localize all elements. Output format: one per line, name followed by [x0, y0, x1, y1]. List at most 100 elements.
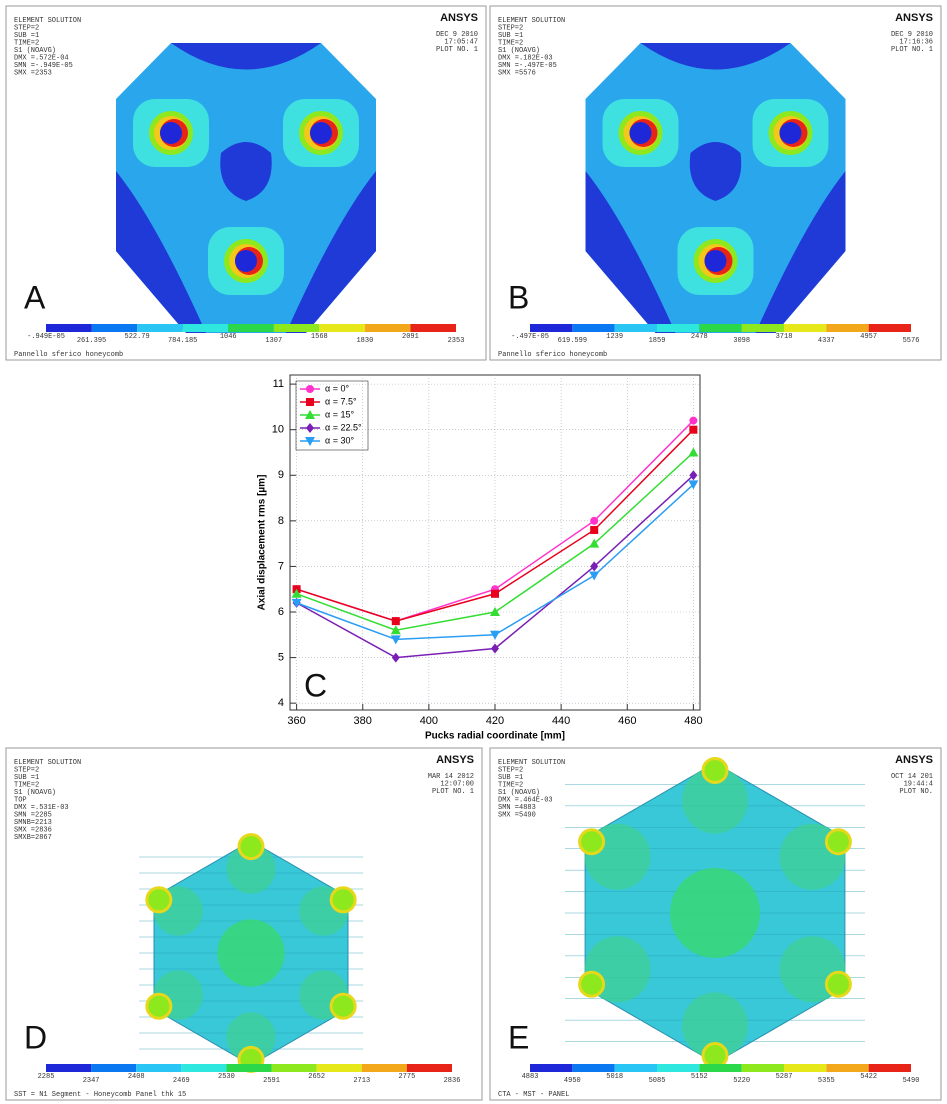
solution-info: SUB =1 [14, 32, 39, 40]
puck [578, 828, 606, 856]
puck-zone [226, 1012, 276, 1062]
colorbar-label: 784.185 [168, 337, 197, 345]
puck-zone [226, 844, 276, 894]
colorbar-label: 5152 [691, 1073, 708, 1081]
colorbar-segment [226, 1064, 272, 1072]
colorbar-segment [868, 1064, 911, 1072]
colorbar-segment [614, 1064, 657, 1072]
solution-info: SMX =5490 [498, 811, 536, 819]
colorbar-label: 4337 [818, 337, 835, 345]
legend-label: α = 22.5° [325, 422, 362, 432]
puck [701, 757, 729, 784]
plot-date: 12:07:00 [440, 780, 474, 788]
colorbar-segment [572, 324, 615, 332]
solution-info: SMN =-.949E-05 [14, 62, 73, 70]
marker [689, 470, 698, 481]
marker [291, 588, 302, 598]
colorbar-label: 5085 [649, 1077, 666, 1085]
solution-info: SUB =1 [14, 774, 39, 782]
solution-info: SMN =2285 [14, 811, 52, 819]
solution-info: S1 (NOAVG) [498, 47, 540, 55]
solution-info: STEP=2 [498, 24, 523, 32]
marker [490, 630, 500, 640]
colorbar-segment [364, 324, 411, 332]
marker [305, 437, 315, 446]
x-tick-label: 400 [420, 715, 438, 727]
marker [306, 398, 314, 406]
colorbar-label: 522.79 [125, 333, 150, 341]
solution-info: ELEMENT SOLUTION [14, 17, 81, 25]
colorbar-label: 5287 [776, 1073, 793, 1081]
x-axis-label: Pucks radial coordinate [mm] [425, 731, 565, 742]
y-tick-label: 7 [278, 560, 284, 572]
colorbar-label: -.949E-05 [27, 333, 65, 341]
y-tick-label: 8 [278, 515, 284, 527]
low-region [220, 142, 272, 201]
legend-box [295, 380, 369, 451]
center-zone [217, 919, 285, 987]
colorbar-label: 2836 [444, 1077, 461, 1085]
solution-info: STEP=2 [14, 766, 39, 774]
low-region [689, 142, 742, 201]
colorbar-segment [826, 324, 869, 332]
colorbar-segment [572, 1064, 615, 1072]
low-region [585, 171, 676, 333]
y-tick-label: 9 [278, 469, 284, 481]
colorbar-label: 5018 [606, 1073, 623, 1081]
colorbar-label: 3718 [776, 333, 793, 341]
legend-label: α = 15° [325, 409, 354, 419]
panel-footer: Pannello sferico honeycomb [14, 351, 123, 359]
marker [590, 525, 599, 534]
marker [688, 447, 699, 457]
marker [689, 416, 698, 425]
colorbar-segment [530, 1064, 573, 1072]
colorbar-label: 1830 [356, 337, 373, 345]
colorbar-label: 3098 [733, 337, 750, 345]
ansys-logo: ANSYS [895, 754, 933, 766]
colorbar-label: 2530 [218, 1073, 235, 1081]
y-tick-label: 5 [278, 651, 284, 663]
marker [589, 571, 600, 581]
solution-info: S1 (NOAVG) [14, 789, 56, 797]
colorbar-label: 2469 [173, 1077, 190, 1085]
solution-info: TIME=2 [14, 781, 39, 789]
legend-label: α = 0° [325, 383, 349, 393]
marker [491, 643, 499, 654]
marker [306, 423, 314, 433]
colorbar-segment [181, 1064, 227, 1072]
colorbar-segment [657, 1064, 700, 1072]
marker [391, 617, 400, 626]
colorbar-segment [182, 324, 229, 332]
solution-info: S1 (NOAVG) [498, 789, 540, 797]
marker [291, 598, 302, 608]
x-tick-label: 460 [618, 715, 636, 727]
low-region [755, 171, 846, 333]
colorbar-label: 5422 [860, 1073, 877, 1081]
marker [306, 385, 314, 393]
plot-date: 17:16:36 [899, 38, 933, 46]
marker [390, 635, 401, 645]
puck-zone [682, 992, 748, 1059]
colorbar-segment [657, 324, 700, 332]
colorbar-segment [91, 1064, 137, 1072]
solution-info: TIME=2 [498, 781, 523, 789]
colorbar-segment [826, 1064, 869, 1072]
colorbar-segment [316, 1064, 362, 1072]
colorbar-segment [271, 1064, 317, 1072]
y-tick-label: 6 [278, 606, 284, 618]
colorbar-label: 5576 [903, 337, 920, 345]
panel-label: C [304, 667, 327, 703]
colorbar-label: 2591 [263, 1077, 280, 1085]
plot-date: PLOT NO. [899, 788, 933, 796]
colorbar-label: 2478 [691, 333, 708, 341]
solution-info: DMX =.182E-03 [498, 54, 553, 62]
colorbar-label: 2347 [83, 1077, 100, 1085]
solution-info: SMX =2353 [14, 69, 52, 77]
x-tick-label: 360 [287, 715, 305, 727]
low-region [116, 171, 206, 333]
marker [391, 652, 400, 663]
panel-footer: Pannello sferico honeycomb [498, 351, 607, 359]
plot-date: OCT 14 201 [891, 773, 933, 781]
colorbar-segment [699, 324, 742, 332]
solution-info: TIME=2 [498, 39, 523, 47]
